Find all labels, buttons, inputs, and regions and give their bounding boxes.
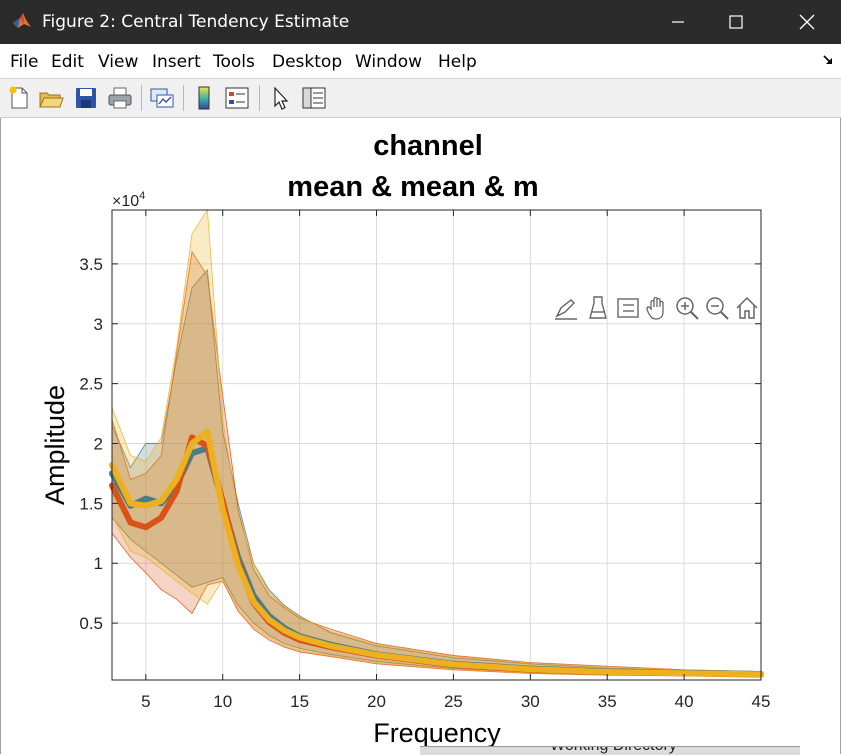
y-tick-label: 2 xyxy=(94,435,103,454)
y-tick-label: 3 xyxy=(94,315,103,334)
menu-insert[interactable]: Insert xyxy=(152,52,201,72)
x-tick-label: 40 xyxy=(675,692,694,711)
x-tick-label: 30 xyxy=(521,692,540,711)
y-axis-label: Amplitude xyxy=(40,385,70,505)
figure-canvas: 5 10 15 20 25 30 35 40 45 0.5 1 1.5 2 2.5 3 3.5 channel… xyxy=(0,118,841,754)
close-icon xyxy=(799,14,815,30)
y-tick-label: 0.5 xyxy=(79,614,103,633)
matlab-logo-icon xyxy=(13,13,31,28)
window-title: Figure 2: Central Tendency Estimate xyxy=(42,12,350,32)
minimize-icon xyxy=(672,21,684,23)
property-inspector-icon[interactable] xyxy=(300,84,328,112)
chart: 5 10 15 20 25 30 35 40 45 0.5 1 1.5 2 2.5 3 3.5 channel… xyxy=(40,130,771,748)
mean-line-series-3 xyxy=(109,428,764,678)
x-tick-label: 25 xyxy=(444,692,463,711)
x-tick-label: 45 xyxy=(752,692,771,711)
menu-window[interactable]: Window xyxy=(355,52,423,72)
x-tick-label: 5 xyxy=(141,692,150,711)
maximize-icon xyxy=(729,15,743,29)
dock-arrow-icon[interactable] xyxy=(822,54,834,66)
chart-title-line2: mean & mean & m xyxy=(287,171,538,203)
window-titlebar: Figure 2: Central Tendency Estimate xyxy=(0,0,841,44)
menu-view[interactable]: View xyxy=(98,52,139,72)
y-tick-label: 1 xyxy=(94,554,103,573)
restore-view-icon[interactable] xyxy=(734,294,760,322)
figure-toolbar xyxy=(0,79,841,118)
save-icon[interactable] xyxy=(72,84,100,112)
x-axis-label: Frequency xyxy=(373,718,501,748)
toolbar-separator xyxy=(183,85,184,111)
link-plot-icon[interactable] xyxy=(148,84,176,112)
zoom-out-icon[interactable] xyxy=(704,294,730,322)
insert-legend-icon[interactable] xyxy=(223,84,251,112)
menu-edit[interactable]: Edit xyxy=(51,52,84,72)
x-tick-label: 15 xyxy=(290,692,309,711)
legend-toggle-icon[interactable] xyxy=(615,294,641,322)
data-tips-icon[interactable] xyxy=(585,294,611,322)
zoom-in-icon[interactable] xyxy=(674,294,700,322)
close-button[interactable] xyxy=(784,0,830,44)
maximize-button[interactable] xyxy=(713,0,759,44)
brush-icon[interactable] xyxy=(553,294,579,322)
chart-title-line1: channel xyxy=(373,130,483,162)
menu-desktop[interactable]: Desktop xyxy=(272,52,343,72)
y-tick-label: 2.5 xyxy=(79,375,103,394)
insert-colorbar-icon[interactable] xyxy=(190,84,218,112)
working-directory-label: Working Directory xyxy=(550,747,677,755)
open-file-icon[interactable] xyxy=(37,84,65,112)
menu-help[interactable]: Help xyxy=(438,52,477,72)
x-tick-label: 35 xyxy=(598,692,617,711)
y-exponent-label: ×104 xyxy=(112,190,145,210)
background-window-strip: Working Directory xyxy=(420,746,800,755)
x-tick-label: 20 xyxy=(367,692,386,711)
minimize-button[interactable] xyxy=(655,0,701,44)
pan-icon[interactable] xyxy=(644,294,670,322)
y-tick-label: 1.5 xyxy=(79,494,103,513)
menu-bar: File Edit View Insert Tools Desktop Wind… xyxy=(0,44,841,79)
menu-file[interactable]: File xyxy=(10,52,39,72)
menu-tools[interactable]: Tools xyxy=(213,52,255,72)
new-figure-icon[interactable] xyxy=(5,84,33,112)
y-tick-label: 3.5 xyxy=(79,255,103,274)
toolbar-separator xyxy=(259,85,260,111)
toolbar-separator xyxy=(141,85,142,111)
pointer-icon[interactable] xyxy=(266,84,294,112)
print-icon[interactable] xyxy=(106,84,134,112)
axes-box xyxy=(111,209,762,681)
x-tick-label: 10 xyxy=(213,692,232,711)
